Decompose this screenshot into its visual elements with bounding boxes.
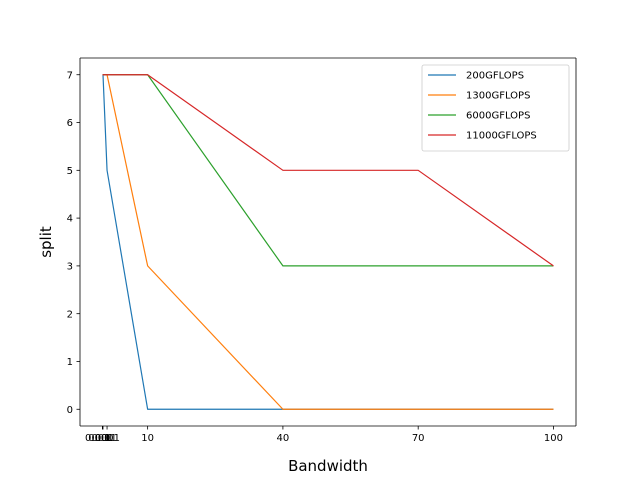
- y-tick-label: 3: [67, 261, 73, 272]
- legend-label: 11000GFLOPS: [466, 131, 537, 142]
- legend-label: 200GFLOPS: [466, 71, 524, 82]
- y-axis-ticks: 0 1 2 3 4 5 6 7: [67, 70, 80, 416]
- x-tick-label: 100: [544, 433, 563, 444]
- y-tick-label: 4: [67, 214, 73, 225]
- series-layer: [101, 74, 554, 410]
- x-tick-label: 1: [104, 433, 110, 444]
- y-tick-label: 5: [67, 166, 73, 177]
- x-tick-label: 0.001: [88, 433, 117, 444]
- x-tick-label: 10: [141, 433, 154, 444]
- x-tick-label: 0.1: [95, 433, 111, 444]
- legend-box: [421, 64, 570, 152]
- legend-label: 1300GFLOPS: [466, 91, 530, 102]
- y-tick-label: 6: [67, 118, 73, 129]
- legend-label: 6000GFLOPS: [466, 111, 530, 122]
- y-axis-label: split: [37, 226, 55, 258]
- y-tick-label: 7: [67, 70, 73, 81]
- y-tick-label: 2: [67, 309, 73, 320]
- legend: 200GFLOPS 1300GFLOPS 6000GFLOPS 11000GFLOPS: [421, 64, 570, 152]
- x-tick-label: 70: [412, 433, 425, 444]
- series-line-4: [101, 74, 554, 267]
- y-tick-label: 0: [67, 405, 73, 416]
- axes-layer: [79, 57, 577, 427]
- y-tick-label: 1: [67, 357, 73, 368]
- x-tick-label: 0.0001: [85, 433, 120, 444]
- x-tick-label: 40: [277, 433, 290, 444]
- x-tick-label: 0.01: [91, 433, 113, 444]
- x-axis-label: Bandwidth: [288, 457, 368, 475]
